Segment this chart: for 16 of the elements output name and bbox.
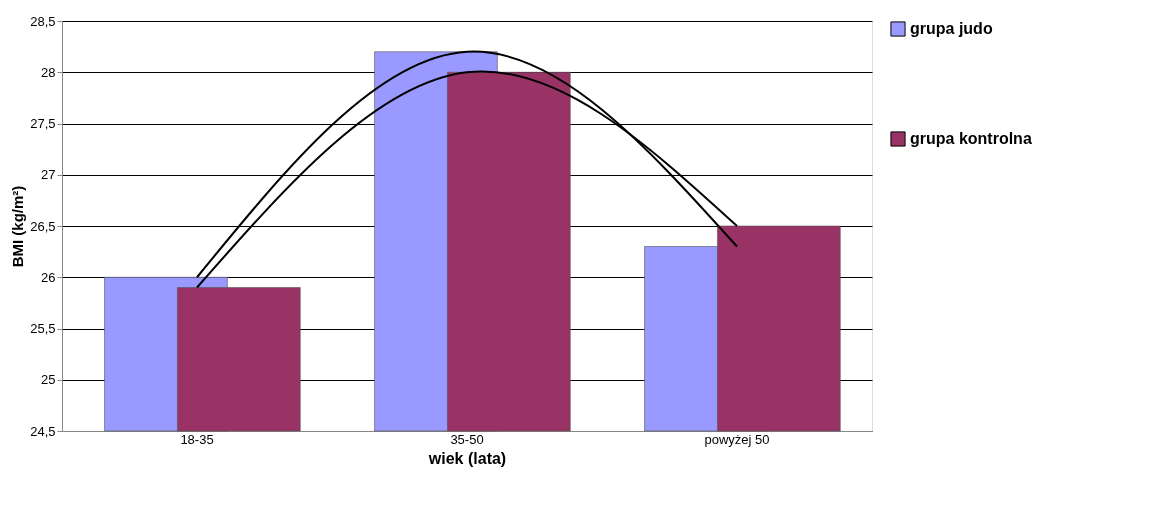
y-tick-label: 28 [41,64,56,80]
y-tick-label: 28,5 [30,13,56,29]
y-tick-label: 27,5 [30,116,56,131]
legend-label: grupa kontrolna [910,130,1032,147]
x-tick-label: 18-35 [180,431,214,447]
x-tick-label: powyżej 50 [704,431,770,447]
y-tick-label: 25 [41,372,56,388]
y-tick-label: 26,5 [30,218,56,234]
y-axis-title: BMI (kg/m²) [9,185,27,268]
y-tick-label: 27 [41,167,56,183]
legend-label: grupa judo [910,20,993,37]
x-axis-title: wiek (lata) [427,449,507,467]
y-tick-label: 26 [41,269,56,285]
y-tick-label: 24,5 [30,423,56,439]
x-tick-label: 35-50 [450,431,484,447]
y-tick-label: 25,5 [30,321,56,336]
